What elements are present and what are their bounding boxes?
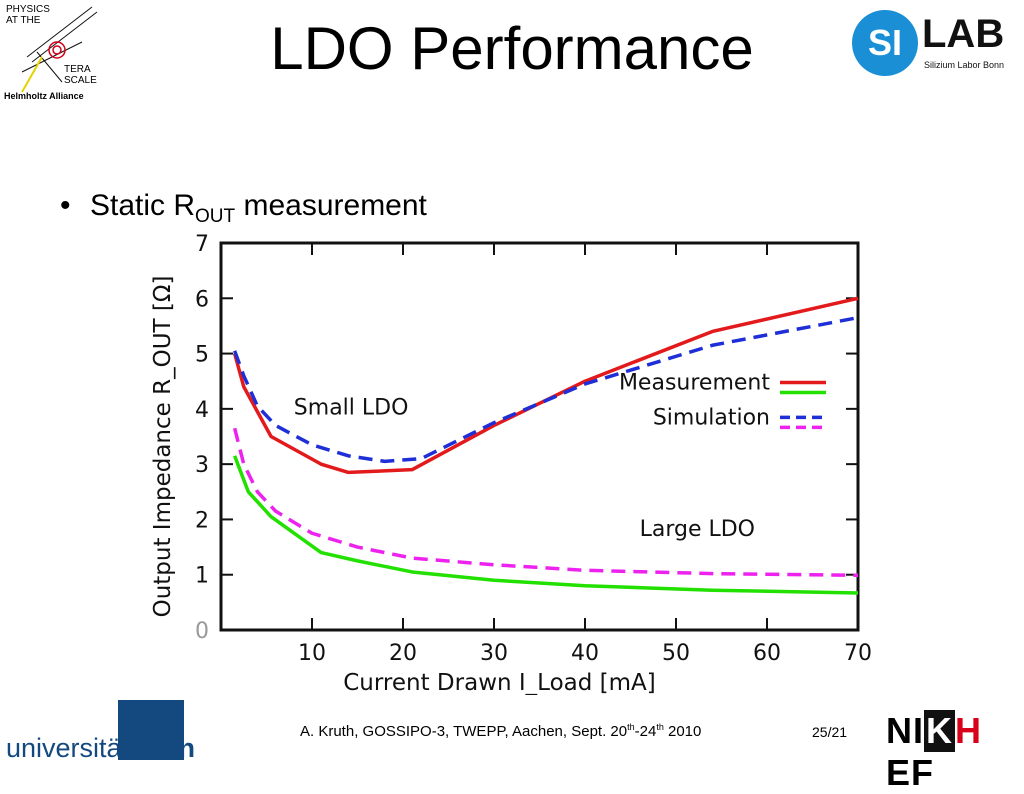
annotation-small-ldo: Small LDO (294, 395, 409, 420)
y-tick-label: 3 (195, 453, 209, 478)
uni-bonn-bold: bonn (129, 733, 196, 763)
series-line-2 (233, 455, 859, 595)
footer-mid: -24 (634, 723, 657, 740)
plot-frame (219, 241, 860, 632)
terascale-logo: PHYSICS AT THE TERA SCALE Helmholtz Alli… (2, 2, 100, 102)
y-tick-label: 5 (195, 343, 209, 368)
uni-bonn-emblem (118, 700, 184, 760)
terascale-line-4: SCALE (64, 75, 97, 86)
footer-sup-1: th (627, 722, 635, 732)
page-number: 25/21 (812, 724, 848, 740)
x-tick-label: 10 (298, 641, 326, 666)
series-line-0 (232, 296, 859, 475)
y-tick-label: 0 (195, 619, 209, 644)
y-tick-label: 2 (195, 508, 209, 533)
y-tick-label: 1 (195, 564, 209, 589)
x-tick-label: 40 (571, 641, 599, 666)
silab-badge: SI (852, 10, 918, 76)
footer-citation: A. Kruth, GOSSIPO-3, TWEPP, Aachen, Sept… (300, 722, 701, 740)
series-line-1 (233, 315, 859, 464)
uni-bonn-prefix: universität (6, 733, 130, 763)
x-tick-label: 30 (480, 641, 508, 666)
terascale-line-5: Helmholtz Alliance (4, 91, 84, 101)
terascale-line-3: TERA (64, 64, 91, 75)
legend-label-simulation: Simulation (653, 405, 770, 430)
y-tick-label: 7 (195, 232, 209, 257)
silab-logo: SI LAB Silizium Labor Bonn (852, 8, 1024, 76)
uni-bonn-logo: universitätbonn (6, 700, 195, 764)
x-tick-label: 50 (662, 641, 690, 666)
bullet-item: • Static ROUT measurement (60, 186, 427, 237)
uni-bonn-text: universitätbonn (6, 733, 195, 764)
legend-label-measurement: Measurement (619, 371, 770, 396)
x-tick-label: 60 (753, 641, 781, 666)
x-axis-label: Current Drawn I_Load [mA] (343, 670, 656, 695)
terascale-line-2: AT THE (6, 15, 41, 26)
terascale-line-1: PHYSICS (6, 4, 50, 15)
silab-name: LAB (922, 12, 1005, 56)
nikhef-logo: NIKH EF (886, 710, 1024, 794)
nikhef-a: NI (886, 710, 924, 751)
nikhef-b: EF (886, 752, 935, 793)
x-tick-label: 20 (389, 641, 417, 666)
footer-sup-2: th (656, 722, 664, 732)
terascale-graphic (21, 6, 98, 93)
footer-end: 2010 (663, 723, 702, 740)
y-tick-label: 6 (195, 287, 209, 312)
bullet-text-after: measurement (235, 189, 427, 222)
bullet-subscript: OUT (195, 206, 236, 227)
nikhef-k: K (924, 710, 955, 752)
nikhef-h: H (955, 710, 982, 751)
impedance-chart: 0 1 2 3 4 5 6 7 10 20 30 40 50 60 70 Current Drawn I_Lo… (150, 232, 872, 695)
y-tick-label: 4 (195, 398, 209, 423)
series-line-3 (232, 427, 859, 578)
x-tick-label: 70 (844, 641, 872, 666)
bullet-symbol: • (60, 189, 71, 222)
footer-text: A. Kruth, GOSSIPO-3, TWEPP, Aachen, Sept… (300, 723, 628, 740)
annotation-large-ldo: Large LDO (640, 517, 755, 542)
page-title: LDO Performance (270, 15, 754, 82)
y-axis-label: Output Impedance R_OUT [Ω] (150, 276, 176, 618)
silab-subtitle: Silizium Labor Bonn (924, 60, 1005, 70)
bullet-text-before: Static R (90, 189, 196, 222)
